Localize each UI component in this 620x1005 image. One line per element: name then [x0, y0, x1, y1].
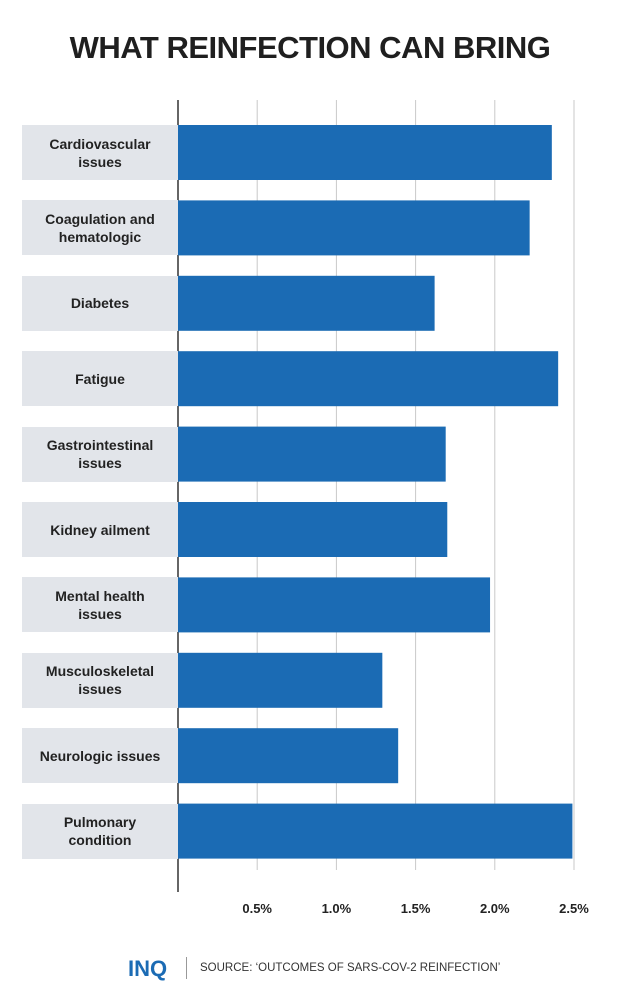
category-label: Fatigue	[22, 351, 178, 407]
logo: INQ	[128, 956, 168, 981]
category-label: Cardiovascular issues	[22, 125, 178, 180]
bar	[178, 577, 491, 633]
category-label: Pulmonary condition	[22, 803, 178, 859]
bar	[178, 200, 530, 256]
bar	[178, 803, 573, 859]
x-tick-label: 1.0%	[321, 901, 352, 916]
separator	[186, 957, 187, 979]
source-note: SOURCE: ‘OUTCOMES OF SARS-COV-2 REINFECT…	[200, 962, 501, 974]
bar	[178, 502, 448, 557]
bar	[178, 125, 552, 180]
bar	[178, 275, 435, 331]
x-tick-label: 2.5%	[559, 901, 589, 916]
category-label: Diabetes	[22, 275, 178, 331]
category-label: Neurologic issues	[22, 728, 178, 784]
category-label: Gastrointestinal issues	[22, 426, 178, 482]
category-label: Musculoskeletal issues	[22, 652, 178, 708]
category-label: Mental health issues	[22, 577, 178, 633]
bar	[178, 426, 446, 482]
bar	[178, 351, 559, 407]
category-label: Coagulation and hematologic	[22, 200, 178, 256]
x-tick-label: 1.5%	[400, 901, 431, 916]
x-tick-label: 2.0%	[479, 901, 510, 916]
category-label: Kidney ailment	[22, 502, 178, 557]
bar	[178, 728, 399, 784]
chart-title: WHAT REINFECTION CAN BRING	[69, 30, 551, 65]
x-tick-label: 0.5%	[242, 901, 272, 916]
bar	[178, 652, 383, 708]
